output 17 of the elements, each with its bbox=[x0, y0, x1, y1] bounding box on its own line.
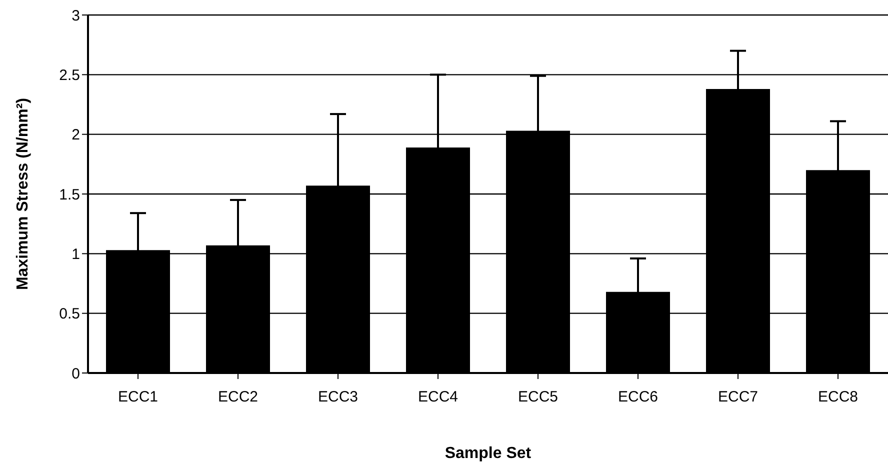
x-tick-label: ECC1 bbox=[118, 388, 158, 406]
x-tick-label: ECC6 bbox=[618, 388, 658, 406]
y-tick-label: 2.5 bbox=[59, 66, 80, 84]
x-axis-title: Sample Set bbox=[444, 445, 532, 462]
x-tick-label: ECC2 bbox=[218, 388, 258, 406]
x-tick-label: ECC7 bbox=[718, 388, 758, 406]
y-tick-label: 0.5 bbox=[59, 306, 80, 323]
y-tick-label: 3 bbox=[72, 7, 80, 24]
x-tick-label: ECC4 bbox=[418, 388, 458, 406]
x-tick-label: ECC3 bbox=[318, 388, 358, 406]
x-tick-label: ECC5 bbox=[518, 388, 558, 406]
y-tick-label: 1 bbox=[72, 246, 80, 263]
y-tick-label: 1.5 bbox=[59, 186, 80, 204]
y-axis-title: Maximum Stress (N/mm²) bbox=[14, 98, 32, 290]
x-tick-label: ECC8 bbox=[818, 388, 858, 406]
y-tick-label: 0 bbox=[72, 365, 80, 382]
y-tick-label: 2 bbox=[72, 126, 80, 144]
